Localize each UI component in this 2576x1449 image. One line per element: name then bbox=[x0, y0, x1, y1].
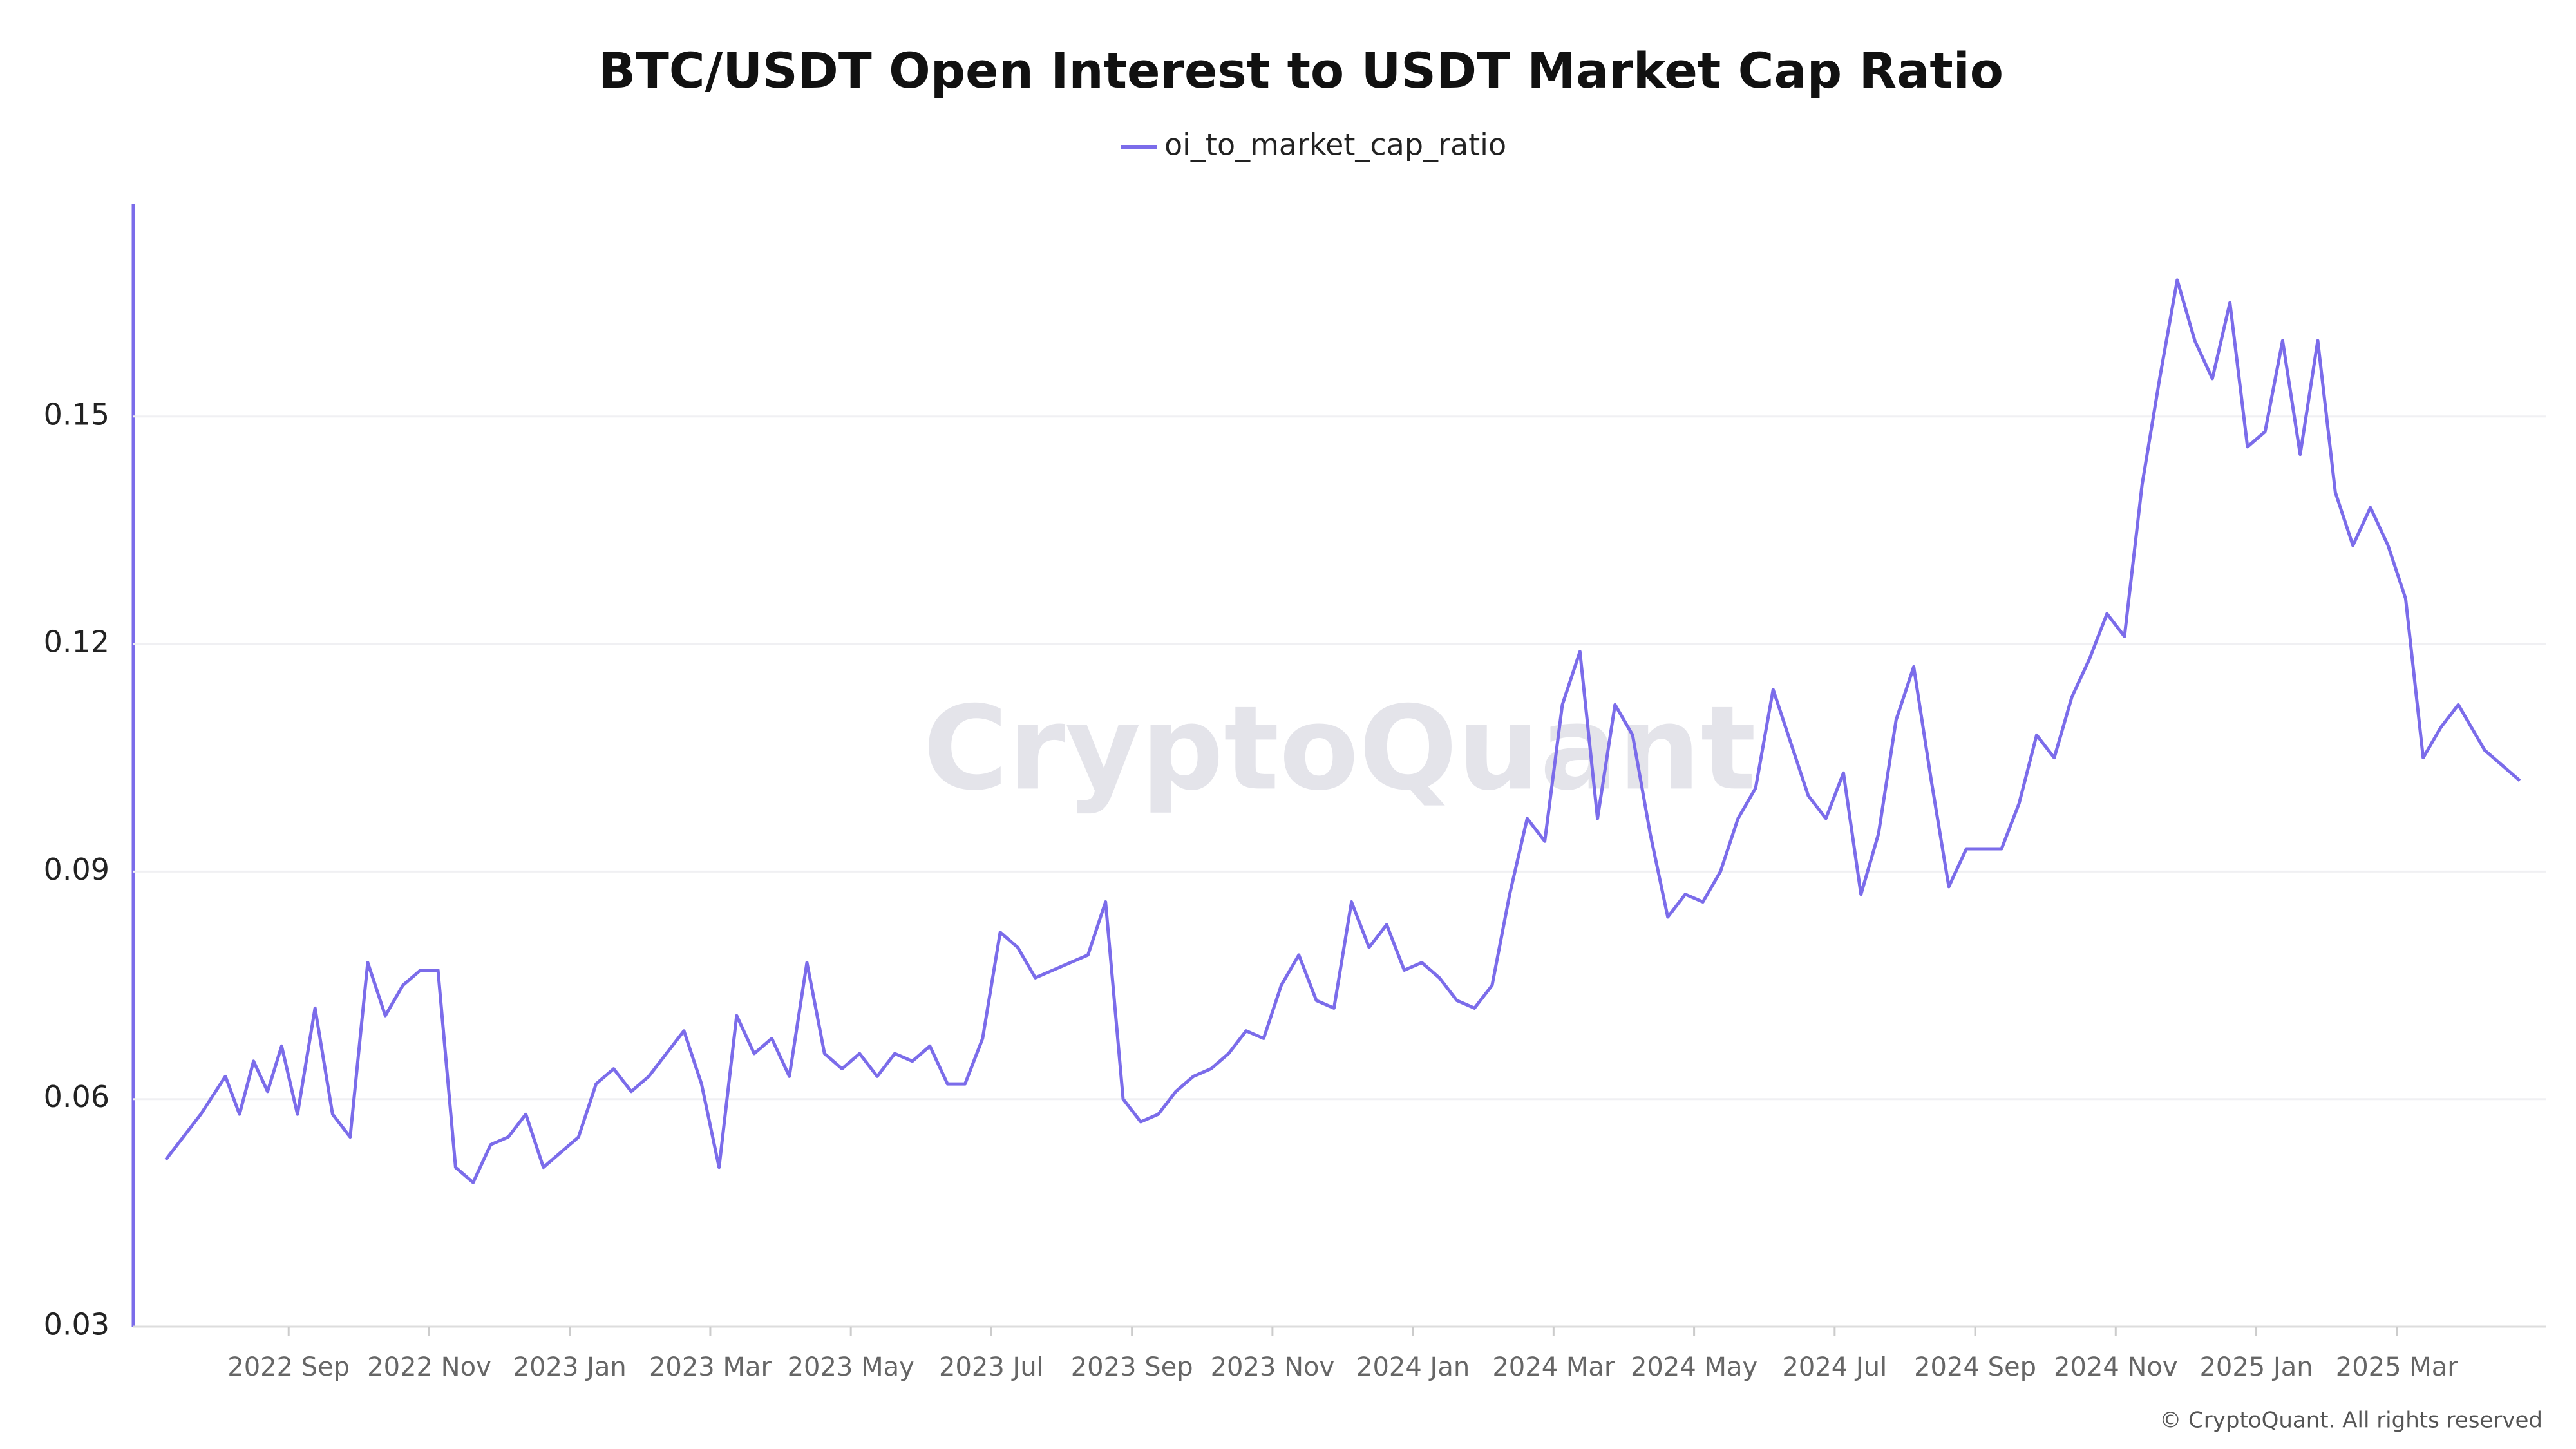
x-tick-label: 2024 Nov bbox=[2054, 1352, 2178, 1382]
x-tick-label: 2022 Nov bbox=[367, 1352, 491, 1382]
x-tick-label: 2023 Jan bbox=[513, 1352, 627, 1382]
chart-title: BTC/USDT Open Interest to USDT Market Ca… bbox=[598, 42, 2003, 99]
y-tick-label: 0.03 bbox=[44, 1307, 109, 1342]
x-tick-label: 2024 Jan bbox=[1356, 1352, 1470, 1382]
x-tick-label: 2025 Jan bbox=[2199, 1352, 2313, 1382]
watermark: CryptoQuant bbox=[923, 681, 1756, 816]
series-line bbox=[164, 278, 2521, 1184]
copyright: © CryptoQuant. All rights reserved bbox=[2159, 1408, 2543, 1434]
x-tick-label: 2024 Sep bbox=[1914, 1352, 2036, 1382]
x-tick-label: 2022 Sep bbox=[227, 1352, 350, 1382]
y-tick-label: 0.09 bbox=[44, 852, 109, 887]
y-tick-label: 0.12 bbox=[44, 625, 109, 659]
x-tick-label: 2025 Mar bbox=[2336, 1352, 2459, 1382]
x-tick-label: 2023 Mar bbox=[649, 1352, 772, 1382]
legend-label: oi_to_market_cap_ratio bbox=[1164, 128, 1506, 162]
y-tick-label: 0.15 bbox=[44, 397, 109, 431]
x-tick-label: 2023 May bbox=[788, 1352, 914, 1382]
x-tick-label: 2023 Jul bbox=[939, 1352, 1044, 1382]
y-tick-label: 0.06 bbox=[44, 1079, 109, 1114]
x-tick-label: 2023 Sep bbox=[1071, 1352, 1193, 1382]
x-tick-label: 2023 Nov bbox=[1211, 1352, 1335, 1382]
x-tick-label: 2024 Mar bbox=[1492, 1352, 1615, 1382]
x-tick-label: 2024 Jul bbox=[1782, 1352, 1887, 1382]
x-tick-label: 2024 May bbox=[1631, 1352, 1757, 1382]
